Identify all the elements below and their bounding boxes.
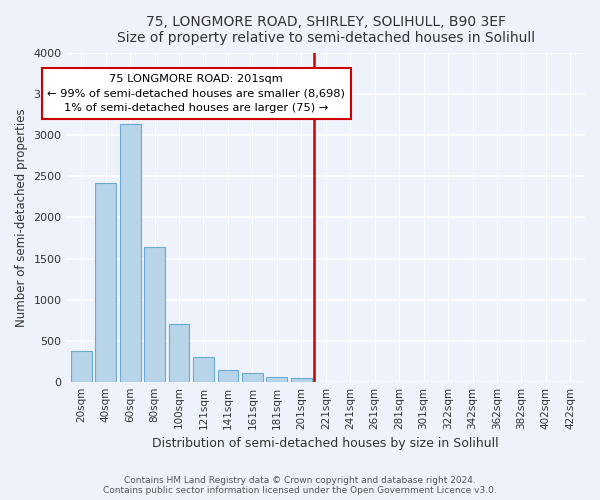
- Bar: [71, 351, 92, 382]
- Bar: [144, 247, 165, 382]
- Bar: [291, 378, 312, 382]
- Text: Contains HM Land Registry data © Crown copyright and database right 2024.
Contai: Contains HM Land Registry data © Crown c…: [103, 476, 497, 495]
- Bar: [169, 324, 190, 382]
- Y-axis label: Number of semi-detached properties: Number of semi-detached properties: [15, 108, 28, 327]
- Title: 75, LONGMORE ROAD, SHIRLEY, SOLIHULL, B90 3EF
Size of property relative to semi-: 75, LONGMORE ROAD, SHIRLEY, SOLIHULL, B9…: [117, 15, 535, 45]
- Bar: [266, 377, 287, 382]
- Bar: [242, 374, 263, 382]
- Text: 75 LONGMORE ROAD: 201sqm
← 99% of semi-detached houses are smaller (8,698)
1% of: 75 LONGMORE ROAD: 201sqm ← 99% of semi-d…: [47, 74, 345, 114]
- Bar: [95, 183, 116, 382]
- X-axis label: Distribution of semi-detached houses by size in Solihull: Distribution of semi-detached houses by …: [152, 437, 499, 450]
- Bar: [218, 370, 238, 382]
- Bar: [193, 357, 214, 382]
- Bar: [120, 124, 140, 382]
